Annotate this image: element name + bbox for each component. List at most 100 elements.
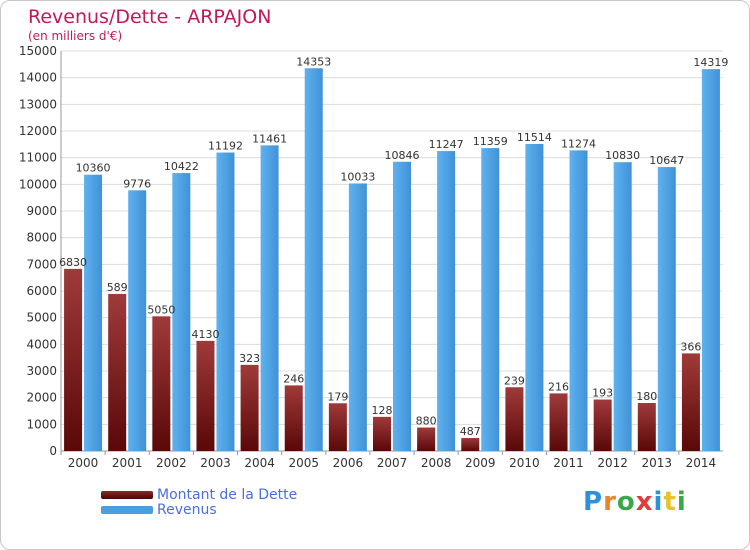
legend-item-debt: Montant de la Dette	[101, 487, 297, 503]
y-tick-label: 10000	[19, 177, 57, 191]
data-label-debt: 589	[107, 281, 128, 294]
x-tick-label: 2004	[244, 456, 275, 470]
bar-revenue	[525, 143, 544, 451]
x-tick-label: 2010	[509, 456, 540, 470]
legend-swatch-revenue	[101, 506, 153, 514]
bar-revenue	[216, 152, 235, 451]
data-label-debt: 216	[548, 380, 569, 393]
data-label-debt: 128	[372, 404, 393, 417]
data-label-revenue: 11274	[561, 137, 596, 150]
y-tick-label: 5000	[26, 311, 57, 325]
bar-revenue	[569, 150, 588, 452]
y-tick-label: 2000	[26, 391, 57, 405]
data-label-debt: 180	[636, 390, 657, 403]
bar-revenue	[481, 148, 500, 452]
y-tick-label: 8000	[26, 231, 57, 245]
bar-revenue	[84, 174, 103, 451]
bar-revenue	[172, 173, 191, 451]
data-label-debt: 5050	[147, 303, 175, 316]
bar-revenue	[128, 190, 147, 451]
data-label-revenue: 10422	[164, 160, 199, 173]
data-label-debt: 246	[283, 372, 304, 385]
y-tick-label: 4000	[26, 337, 57, 351]
legend-label-debt: Montant de la Dette	[157, 487, 298, 503]
y-tick-label: 6000	[26, 284, 57, 298]
legend-item-revenue: Revenus	[101, 502, 217, 518]
x-tick-label: 2012	[597, 456, 628, 470]
legend-label-revenue: Revenus	[157, 502, 217, 518]
bar-debt	[681, 353, 700, 451]
data-label-revenue: 10360	[76, 162, 111, 175]
x-tick-label: 2002	[156, 456, 187, 470]
bar-revenue	[304, 68, 323, 452]
bar-debt	[152, 316, 171, 451]
data-label-revenue: 11359	[473, 135, 508, 148]
data-label-debt: 487	[460, 425, 481, 438]
y-tick-label: 14000	[19, 71, 57, 85]
bar-revenue	[348, 183, 367, 451]
bar-revenue	[657, 167, 676, 451]
data-label-revenue: 10846	[385, 149, 420, 162]
x-tick-label: 2014	[686, 456, 717, 470]
bar-debt	[593, 399, 612, 451]
bar-revenue	[701, 69, 720, 451]
x-tick-label: 2005	[288, 456, 319, 470]
x-tick-label: 2006	[333, 456, 364, 470]
y-tick-label: 0	[49, 444, 57, 458]
bar-debt	[328, 403, 347, 451]
bar-revenue	[437, 151, 456, 451]
data-label-revenue: 11514	[517, 131, 552, 144]
y-tick-label: 15000	[19, 44, 57, 58]
bar-debt	[284, 385, 303, 451]
y-tick-label: 13000	[19, 97, 57, 111]
data-label-revenue: 14353	[296, 55, 331, 68]
data-label-debt: 179	[327, 390, 348, 403]
data-label-debt: 239	[504, 374, 525, 387]
data-label-revenue: 11461	[252, 132, 287, 145]
data-label-debt: 193	[592, 387, 613, 400]
data-label-revenue: 10033	[340, 170, 375, 183]
y-tick-label: 1000	[26, 417, 57, 431]
data-label-revenue: 11192	[208, 140, 243, 153]
data-label-revenue: 10830	[605, 149, 640, 162]
bar-debt	[417, 427, 436, 451]
bar-debt	[637, 403, 656, 451]
data-label-revenue: 9776	[123, 177, 151, 190]
bar-debt	[461, 438, 480, 451]
bar-debt	[549, 393, 568, 451]
y-tick-label: 7000	[26, 257, 57, 271]
chart-subtitle: (en milliers d'€)	[28, 29, 123, 43]
bar-debt	[373, 416, 391, 451]
bar-debt	[64, 268, 83, 451]
x-tick-label: 2007	[377, 456, 408, 470]
legend-swatch-debt	[101, 491, 153, 499]
data-label-revenue: 11247	[429, 138, 464, 151]
data-label-revenue: 14319	[693, 56, 728, 69]
data-label-debt: 323	[239, 352, 260, 365]
y-tick-label: 3000	[26, 364, 57, 378]
bar-revenue	[393, 161, 411, 452]
x-tick-label: 2011	[553, 456, 584, 470]
x-tick-label: 2009	[465, 456, 496, 470]
data-label-debt: 366	[680, 340, 701, 353]
bar-debt	[240, 364, 259, 451]
x-tick-label: 2003	[200, 456, 231, 470]
data-label-debt: 880	[416, 415, 437, 428]
data-label-debt: 4130	[191, 328, 219, 341]
proxiti-logo: Proxiti	[583, 487, 687, 517]
x-tick-label: 2013	[642, 456, 673, 470]
bar-debt	[196, 340, 215, 451]
bar-debt	[108, 293, 127, 451]
chart-title: Revenus/Dette - ARPAJON	[28, 6, 272, 28]
x-tick-label: 2008	[421, 456, 452, 470]
data-label-revenue: 10647	[649, 154, 684, 167]
y-tick-label: 9000	[26, 204, 57, 218]
y-tick-label: 12000	[19, 124, 57, 138]
y-tick-label: 11000	[19, 151, 57, 165]
x-tick-label: 2001	[112, 456, 143, 470]
bar-revenue	[260, 145, 279, 451]
x-tick-label: 2000	[68, 456, 99, 470]
data-label-debt: 6830	[59, 256, 87, 269]
